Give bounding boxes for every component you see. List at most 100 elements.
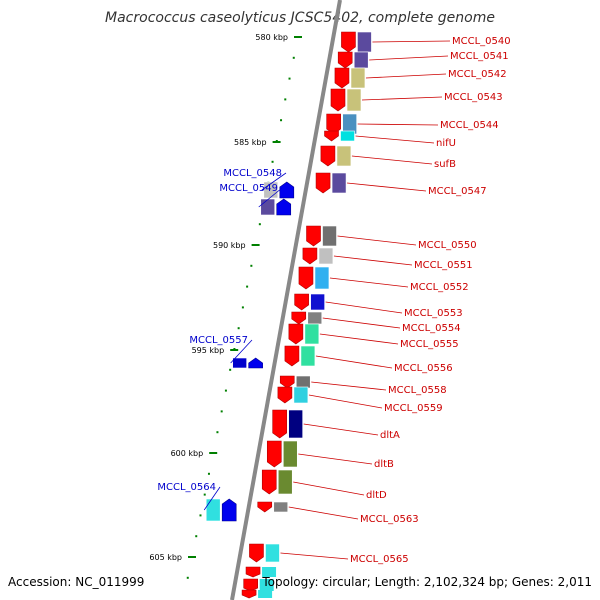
ruler-dot [203, 493, 206, 496]
label-leader [361, 96, 443, 101]
gene-feature[interactable] [284, 345, 393, 369]
forward-gene-arrow[interactable] [266, 440, 282, 468]
reverse-gene-arrow[interactable] [276, 198, 292, 216]
cog-color-box [331, 172, 347, 194]
gene-label: dltB [374, 459, 394, 470]
forward-gene-arrow[interactable] [284, 345, 300, 367]
forward-gene-arrow[interactable] [291, 311, 307, 325]
forward-gene-arrow[interactable] [249, 543, 264, 563]
gene-feature[interactable] [249, 543, 349, 563]
gene-feature[interactable] [320, 145, 433, 167]
forward-gene-arrow[interactable] [257, 501, 273, 513]
cog-color-box [259, 579, 274, 591]
ruler-dot [271, 160, 274, 163]
label-leader [293, 481, 365, 496]
label-leader [329, 277, 409, 288]
forward-gene-arrow[interactable] [279, 375, 295, 389]
cog-color-box [295, 375, 311, 389]
forward-gene-arrow[interactable] [243, 578, 258, 592]
reverse-gene-arrow[interactable] [279, 181, 295, 199]
gene-feature[interactable] [258, 187, 292, 216]
gene-feature[interactable] [261, 469, 365, 496]
label-leader [372, 40, 451, 43]
forward-gene-arrow[interactable] [288, 323, 304, 345]
gene-label: MCCL_0542 [448, 69, 507, 80]
cog-color-box [350, 67, 366, 89]
gene-feature[interactable] [257, 501, 359, 520]
gene-feature[interactable] [203, 486, 237, 522]
gene-label: MCCL_0544 [440, 120, 499, 131]
gene-feature[interactable] [288, 323, 399, 345]
gene-feature[interactable] [294, 293, 403, 314]
label-leader [288, 506, 359, 520]
gene-feature[interactable] [272, 409, 379, 439]
ruler-dot [246, 285, 249, 288]
ruler: 580 kbp 585 kbp 590 kbp 595 kbp 600 kbp 605 k… [149, 33, 302, 579]
gene-feature[interactable] [326, 113, 439, 135]
forward-gene-arrow[interactable] [294, 293, 309, 311]
cog-color-box [346, 88, 362, 112]
cog-color-box [357, 31, 372, 53]
gene-feature[interactable] [341, 31, 451, 53]
backbone-line [230, 0, 342, 600]
reverse-gene-arrow[interactable] [248, 357, 263, 369]
forward-gene-arrow[interactable] [245, 566, 261, 578]
forward-gene-arrow[interactable] [272, 409, 287, 439]
label-leader [365, 73, 447, 79]
gene-feature[interactable] [306, 225, 417, 247]
forward-gene-arrow[interactable] [306, 225, 321, 247]
gene-feature[interactable] [277, 386, 383, 409]
forward-gene-arrow[interactable] [330, 88, 346, 112]
gene-feature[interactable] [230, 339, 263, 369]
gene-label: MCCL_0558 [388, 385, 447, 396]
ruler-dot [292, 56, 295, 59]
label-leader [303, 423, 379, 436]
forward-gene-arrow[interactable] [337, 51, 353, 69]
forward-gene-arrow[interactable] [241, 589, 257, 599]
ruler-dot [250, 264, 253, 267]
gene-label: MCCL_0555 [400, 339, 459, 350]
gene-feature[interactable] [302, 247, 413, 266]
forward-gene-arrow[interactable] [315, 172, 331, 194]
gene-feature[interactable] [291, 311, 401, 329]
gene-feature[interactable] [266, 440, 373, 468]
gene-feature[interactable] [324, 130, 435, 144]
gene-label: dltA [380, 430, 400, 441]
gene-feature[interactable] [298, 266, 409, 290]
ruler-tick [294, 36, 302, 38]
gene-feature[interactable] [315, 172, 427, 194]
ruler-tick-label: 585 kbp [234, 138, 267, 147]
forward-gene-arrow[interactable] [341, 31, 356, 53]
label-leader [261, 172, 287, 191]
label-leader [308, 394, 383, 409]
gene-label: MCCL_0554 [402, 323, 461, 334]
forward-gene-arrow[interactable] [302, 247, 318, 265]
ruler-tick-label: 605 kbp [149, 553, 182, 562]
gene-feature[interactable] [330, 88, 443, 112]
reverse-gene-arrow[interactable] [221, 498, 237, 522]
cog-color-box [265, 543, 280, 563]
gene-track [203, 31, 451, 599]
label-leader [357, 123, 439, 126]
gene-feature[interactable] [337, 51, 449, 69]
ruler-tick [272, 141, 281, 143]
ruler-tick [209, 452, 218, 454]
gene-feature[interactable] [334, 67, 447, 89]
cog-color-box [314, 266, 330, 290]
forward-gene-arrow[interactable] [261, 469, 277, 495]
cog-color-box [258, 590, 273, 598]
ruler-dot [258, 223, 261, 226]
gene-label: MCCL_0550 [418, 240, 477, 251]
ruler-dot [280, 119, 283, 122]
cog-color-box [205, 498, 221, 522]
cog-color-box [273, 501, 289, 513]
forward-gene-arrow[interactable] [277, 386, 293, 404]
gene-feature[interactable] [279, 375, 387, 391]
gene-label: MCCL_0565 [350, 554, 409, 565]
forward-gene-arrow[interactable] [320, 145, 336, 167]
forward-gene-arrow[interactable] [334, 67, 350, 89]
forward-gene-arrow[interactable] [324, 130, 339, 142]
forward-gene-arrow[interactable] [298, 266, 314, 290]
label-leader [311, 381, 387, 391]
